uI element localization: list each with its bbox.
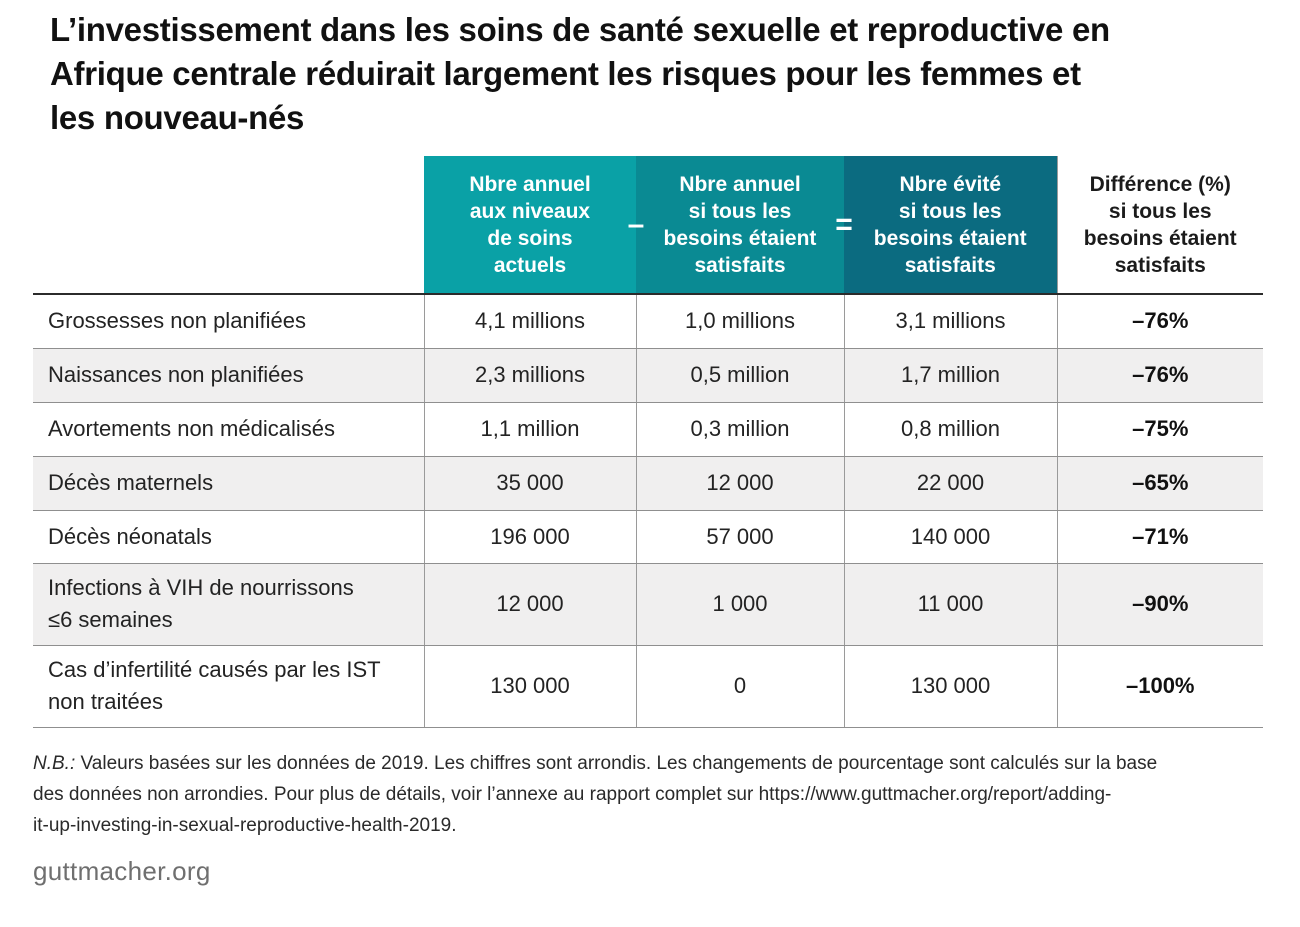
header-averted: = Nbre évité si tous les besoins étaient… bbox=[835, 156, 1057, 295]
cell-all-met: 12 000 bbox=[635, 456, 844, 511]
cell-current: 35 000 bbox=[423, 456, 636, 511]
row-label: Infections à VIH de nourrissons ≤6 semai… bbox=[33, 563, 424, 646]
footnote-line: N.B.: Valeurs basées sur les données de … bbox=[33, 753, 1158, 774]
cell-averted: 1,7 million bbox=[843, 348, 1057, 403]
header-current-level: Nbre annuel aux niveaux de soins actuels bbox=[424, 156, 636, 295]
cell-difference: –100% bbox=[1056, 645, 1263, 728]
cell-averted: 0,8 million bbox=[843, 402, 1057, 457]
cell-all-met: 1,0 millions bbox=[635, 294, 844, 349]
cell-all-met: 0 bbox=[635, 645, 844, 728]
cell-all-met: 1 000 bbox=[635, 563, 844, 646]
cell-difference: –76% bbox=[1056, 348, 1263, 403]
table-row: Décès néonatals 196 000 57 000 140 000 –… bbox=[33, 510, 1263, 564]
cell-all-met: 0,5 million bbox=[635, 348, 844, 403]
cell-current: 1,1 million bbox=[423, 402, 636, 457]
row-label: Cas d’infertilité causés par les IST non… bbox=[33, 645, 424, 728]
header-row: Nbre annuel aux niveaux de soins actuels… bbox=[33, 156, 1263, 295]
cell-averted: 3,1 millions bbox=[843, 294, 1057, 349]
equals-operator: = bbox=[835, 207, 853, 241]
cell-current: 4,1 millions bbox=[423, 294, 636, 349]
cell-difference: –71% bbox=[1056, 510, 1263, 564]
table-row: Infections à VIH de nourrissons ≤6 semai… bbox=[33, 563, 1263, 646]
source-credit: guttmacher.org bbox=[33, 856, 211, 886]
header-all-needs-met: – Nbre annuel si tous les besoins étaien… bbox=[628, 156, 844, 295]
row-label: Décès néonatals bbox=[33, 510, 424, 564]
page-title: L’investissement dans les soins de santé… bbox=[50, 8, 1250, 140]
cell-all-met: 0,3 million bbox=[635, 402, 844, 457]
footnote-prefix: N.B.: bbox=[33, 753, 76, 774]
title-line: L’investissement dans les soins de santé… bbox=[50, 11, 1110, 48]
cell-all-met: 57 000 bbox=[635, 510, 844, 564]
cell-difference: –75% bbox=[1056, 402, 1263, 457]
minus-operator: – bbox=[627, 207, 645, 241]
table-row: Décès maternels 35 000 12 000 22 000 –65… bbox=[33, 456, 1263, 511]
title-line: Afrique centrale réduirait largement les… bbox=[50, 55, 1081, 92]
row-label: Décès maternels bbox=[33, 456, 424, 511]
cell-difference: –76% bbox=[1056, 294, 1263, 349]
header-blank bbox=[33, 156, 424, 295]
footnote-line: it-up-investing-in-sexual-reproductive-h… bbox=[33, 815, 457, 836]
cell-current: 130 000 bbox=[423, 645, 636, 728]
footnote-line: des données non arrondies. Pour plus de … bbox=[33, 784, 1112, 805]
cell-current: 196 000 bbox=[423, 510, 636, 564]
table-row: Cas d’infertilité causés par les IST non… bbox=[33, 645, 1263, 728]
cell-current: 2,3 millions bbox=[423, 348, 636, 403]
table-row: Naissances non planifiées 2,3 millions 0… bbox=[33, 348, 1263, 403]
cell-current: 12 000 bbox=[423, 563, 636, 646]
table-row: Grossesses non planifiées 4,1 millions 1… bbox=[33, 294, 1263, 349]
header-difference: Différence (%) si tous les besoins étaie… bbox=[1056, 156, 1263, 295]
cell-averted: 22 000 bbox=[843, 456, 1057, 511]
data-table: Nbre annuel aux niveaux de soins actuels… bbox=[33, 156, 1263, 728]
cell-averted: 130 000 bbox=[843, 645, 1057, 728]
cell-averted: 140 000 bbox=[843, 510, 1057, 564]
cell-difference: –65% bbox=[1056, 456, 1263, 511]
footnote: N.B.: Valeurs basées sur les données de … bbox=[33, 748, 1273, 841]
row-label: Naissances non planifiées bbox=[33, 348, 424, 403]
title-line: les nouveau-nés bbox=[50, 99, 305, 136]
row-label: Grossesses non planifiées bbox=[33, 294, 424, 349]
row-label: Avortements non médicalisés bbox=[33, 402, 424, 457]
cell-difference: –90% bbox=[1056, 563, 1263, 646]
cell-averted: 11 000 bbox=[843, 563, 1057, 646]
table-row: Avortements non médicalisés 1,1 million … bbox=[33, 402, 1263, 457]
